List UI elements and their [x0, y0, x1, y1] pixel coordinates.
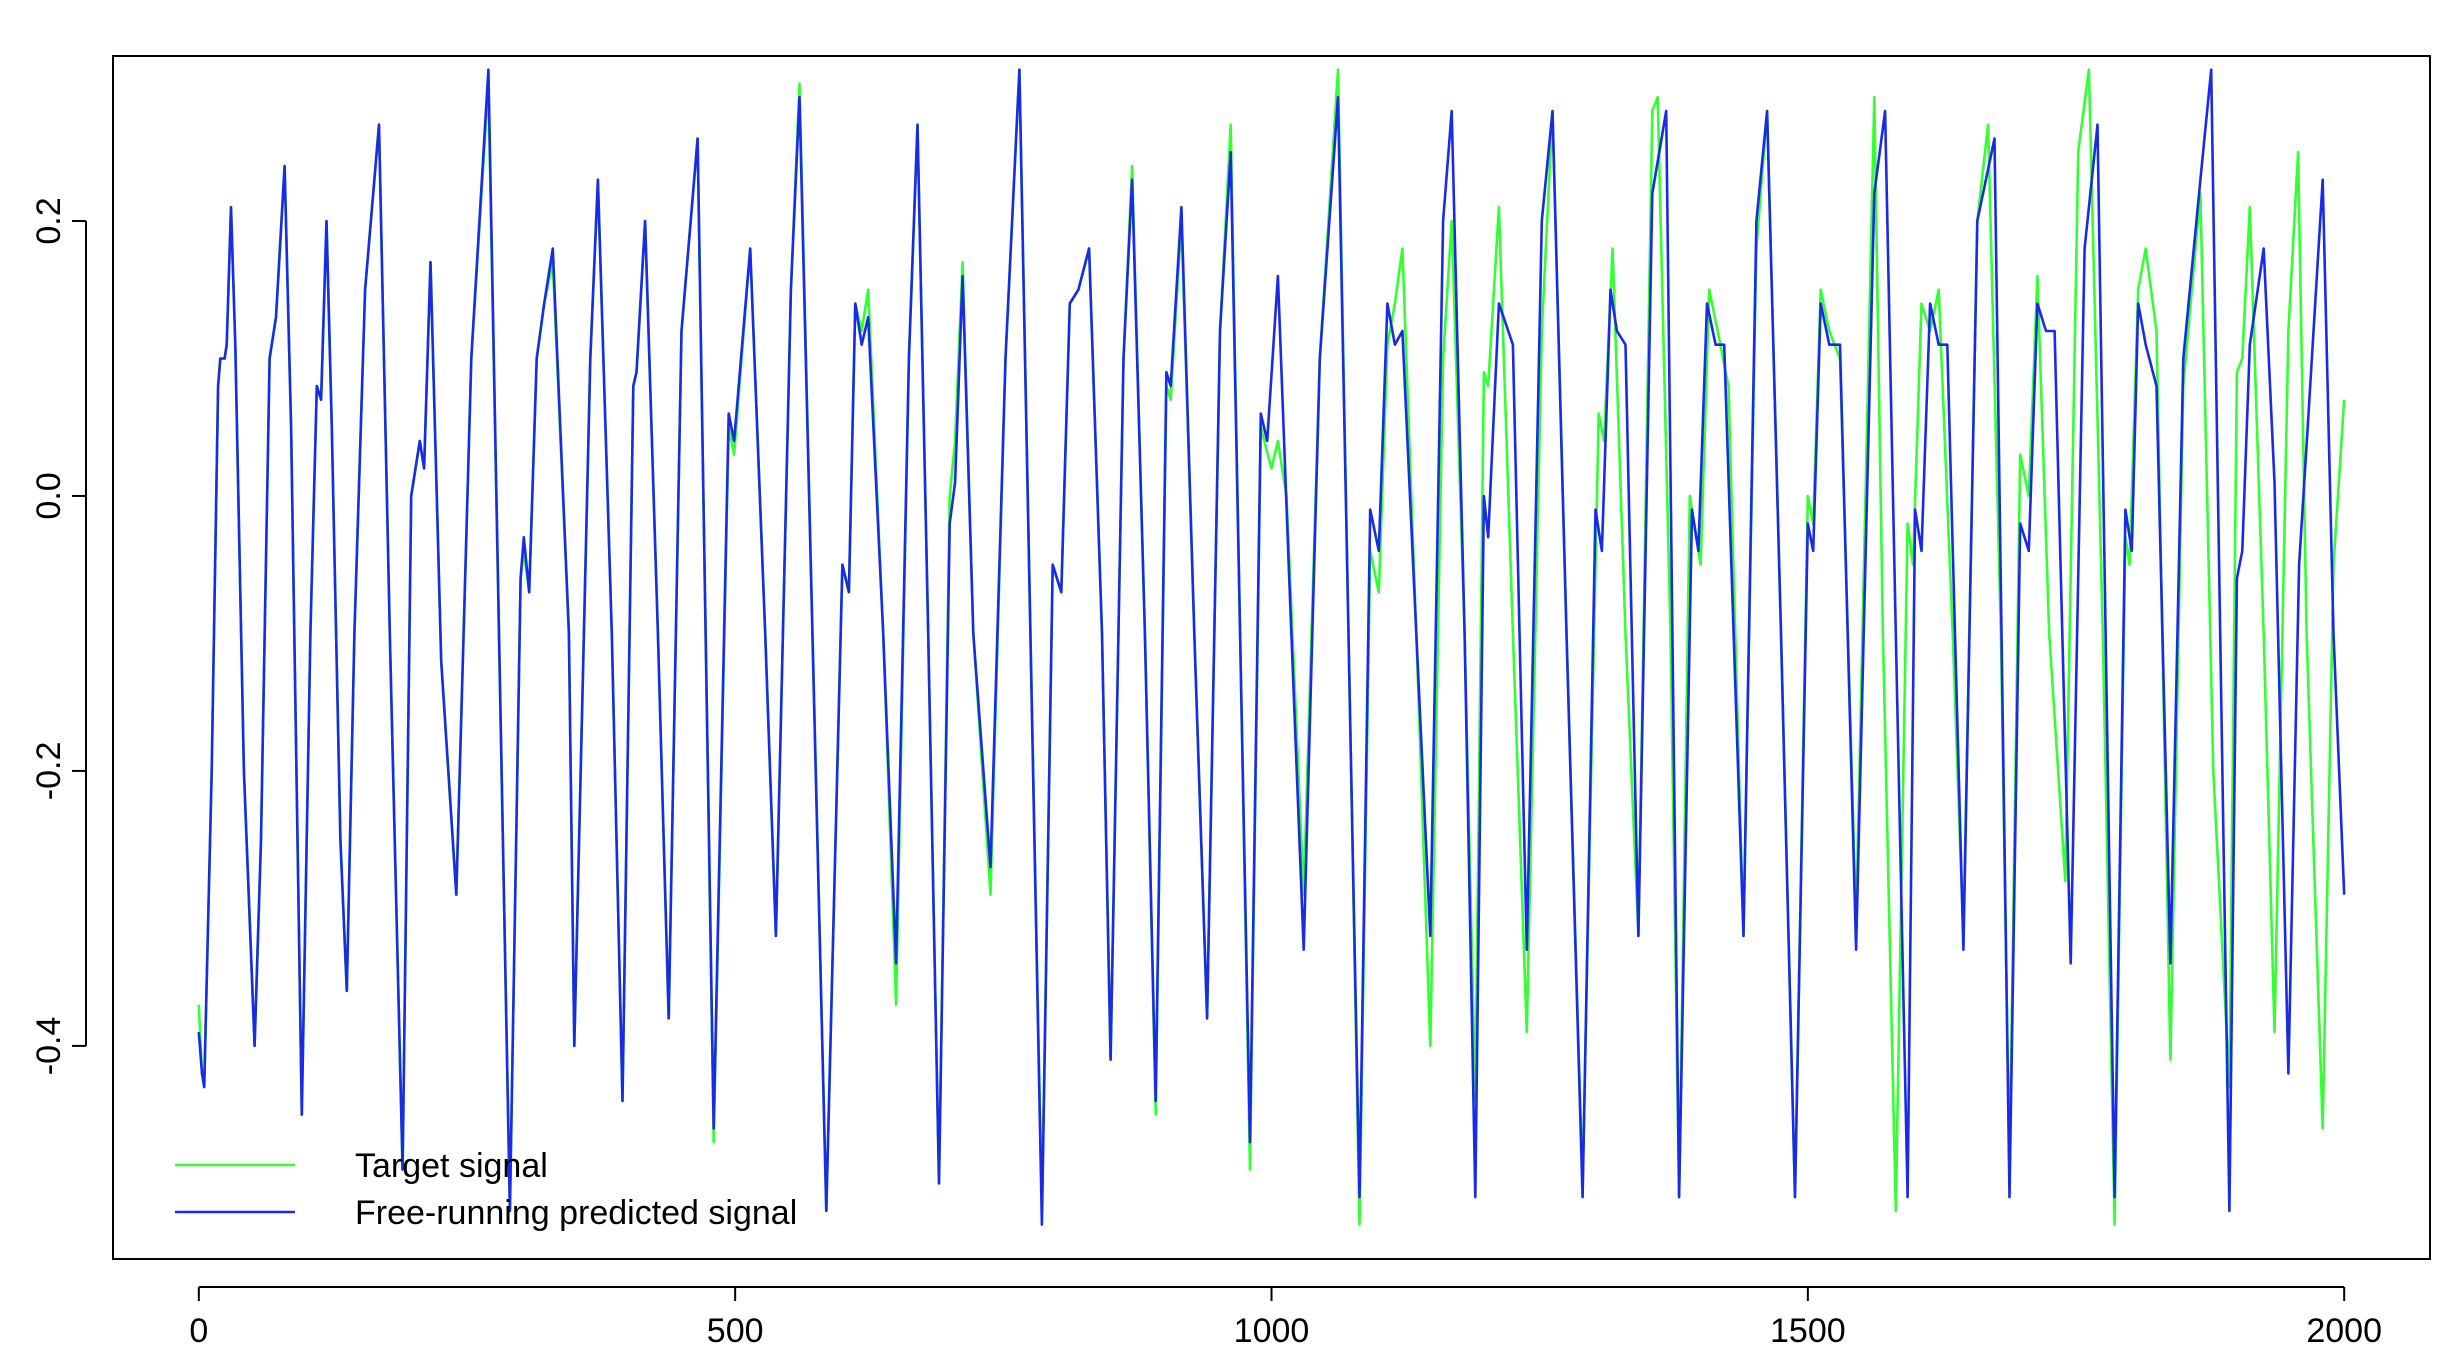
x-tick-label: 1500 — [1770, 1312, 1846, 1350]
y-tick-label: -0.4 — [30, 1017, 68, 1076]
plot-area-frame — [112, 55, 2431, 1260]
series-layer — [197, 68, 2346, 1226]
legend: Target signal Free-running predicted sign… — [175, 1147, 797, 1232]
x-tick-label: 0 — [189, 1312, 208, 1350]
x-tick-label: 2000 — [2306, 1312, 2382, 1350]
legend-label: Target signal — [355, 1147, 548, 1185]
y-tick-label: 0.2 — [30, 197, 68, 244]
x-tick-label: 500 — [707, 1312, 764, 1350]
legend-label: Free-running predicted signal — [355, 1194, 797, 1232]
x-tick-label: 1000 — [1234, 1312, 1310, 1350]
y-axis: -0.4 -0.2 0.0 0.2 — [30, 197, 87, 1076]
series-line-predicted-signal — [197, 68, 2346, 1226]
y-tick-label: -0.2 — [30, 742, 68, 801]
y-tick-label: 0.0 — [30, 472, 68, 519]
x-axis: 0 500 1000 1500 2000 — [189, 1286, 2382, 1350]
